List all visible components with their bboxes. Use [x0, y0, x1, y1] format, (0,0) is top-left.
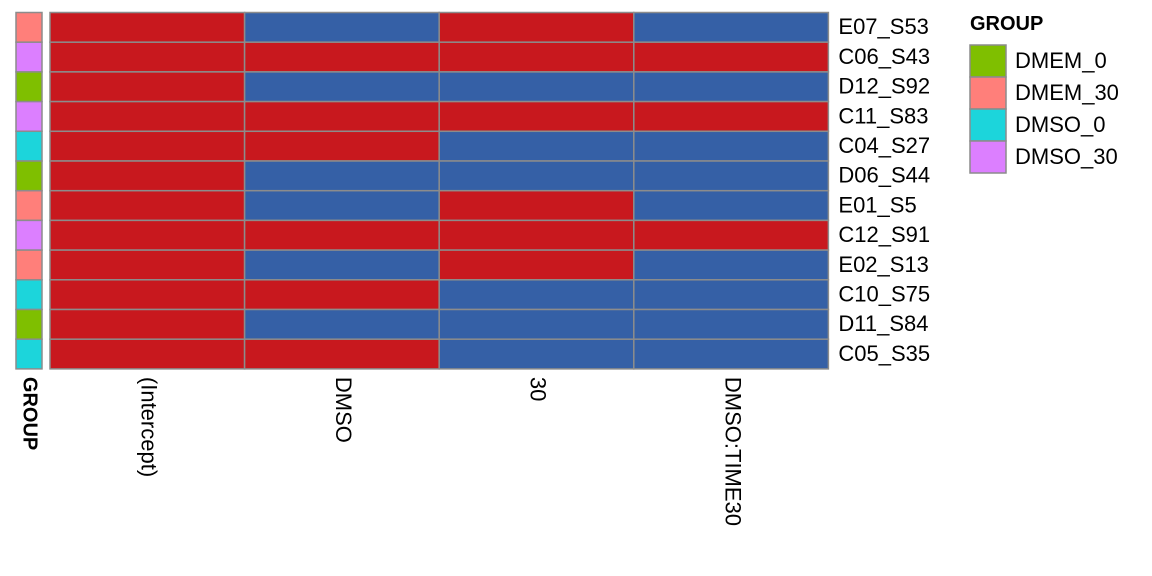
heatmap-cell [49, 71, 246, 103]
heatmap-cell [633, 279, 830, 311]
column-label: DMSO:TIME30 [720, 377, 745, 526]
column-label: (Intercept) [136, 377, 161, 477]
row-label: E01_S5 [838, 192, 916, 217]
heatmap-cell [633, 100, 830, 133]
heatmap-cell [633, 160, 830, 192]
row-label: E07_S53 [838, 14, 929, 39]
group-annotation-bar [15, 11, 43, 370]
heatmap-cell [633, 71, 830, 103]
heatmap-cell [243, 338, 440, 370]
heatmap-cell [243, 249, 440, 281]
heatmap-cell [633, 338, 830, 370]
group-annotation-cell [15, 249, 43, 281]
heatmap-cell [49, 308, 246, 340]
legend-title: GROUP [970, 13, 1043, 35]
heatmap-cell [49, 100, 246, 133]
heatmap-cell [243, 71, 440, 103]
legend-swatch [969, 76, 1007, 110]
group-annotation-cell [15, 160, 43, 192]
legend: GROUP DMEM_0 DMEM_30 DMSO_0 DMSO_30 [969, 13, 1119, 174]
heatmap-cell [633, 249, 830, 281]
heatmap-cell [438, 71, 635, 103]
heatmap-cell [633, 41, 830, 73]
group-annotation-cell [15, 11, 43, 43]
row-label: C12_S91 [838, 222, 930, 247]
group-annotation-cell [15, 41, 43, 73]
row-label: D11_S84 [838, 311, 928, 336]
heatmap-cell [243, 11, 440, 43]
heatmap-cell [243, 219, 440, 251]
column-label: DMSO [331, 377, 356, 443]
annotation-axis-label: GROUP [19, 377, 41, 450]
heatmap-cell [243, 160, 440, 192]
heatmap-cell [243, 308, 440, 340]
heatmap-cell [438, 11, 635, 43]
row-label: C05_S35 [838, 341, 930, 366]
heatmap-cell [633, 130, 830, 162]
heatmap-cell [243, 41, 440, 73]
legend-swatch [969, 108, 1007, 142]
row-label: E02_S13 [838, 252, 929, 277]
heatmap-cell [49, 41, 246, 73]
heatmap-cell [438, 249, 635, 281]
column-labels: (Intercept) DMSO 30 DMSO:TIME30 [136, 377, 745, 526]
heatmap-cell [633, 308, 830, 340]
group-annotation-cell [15, 71, 43, 103]
heatmap-cell [438, 279, 635, 311]
heatmap-cell [49, 249, 246, 281]
group-annotation-cell [15, 130, 43, 162]
heatmap-cell [438, 41, 635, 73]
row-labels: E07_S53 C06_S43 D12_S92 C11_S83 C04_S27 D06_S… [838, 14, 930, 366]
heatmap-cell [243, 279, 440, 311]
heatmap-cell [633, 11, 830, 43]
heatmap-cell [49, 279, 246, 311]
row-label: C04_S27 [838, 133, 930, 158]
heatmap-cell [633, 219, 830, 251]
heatmap-cell [243, 130, 440, 162]
group-annotation-cell [15, 219, 43, 251]
heatmap-cell [49, 11, 246, 43]
row-label: D06_S44 [838, 163, 930, 188]
heatmap-cell [438, 219, 635, 251]
group-annotation-cell [15, 279, 43, 311]
row-label: C06_S43 [838, 44, 930, 69]
heatmap-cells [49, 11, 830, 370]
heatmap-cell [243, 189, 440, 222]
heatmap-cell [633, 189, 830, 222]
legend-swatch [969, 140, 1007, 174]
group-annotation-cell [15, 338, 43, 370]
row-label: D12_S92 [838, 74, 930, 99]
legend-swatch [969, 44, 1007, 78]
legend-label: DMSO_30 [1015, 144, 1118, 169]
heatmap-cell [438, 189, 635, 222]
legend-label: DMSO_0 [1015, 112, 1105, 137]
heatmap-cell [49, 338, 246, 370]
heatmap-cell [49, 219, 246, 251]
row-label: C11_S83 [838, 103, 928, 128]
heatmap-cell [49, 160, 246, 192]
group-annotation-cell [15, 189, 43, 222]
heatmap-cell [438, 130, 635, 162]
legend-label: DMEM_0 [1015, 48, 1107, 73]
heatmap-cell [438, 100, 635, 133]
heatmap-cell [438, 338, 635, 370]
column-label: 30 [526, 377, 551, 401]
legend-label: DMEM_30 [1015, 80, 1119, 105]
heatmap-cell [438, 160, 635, 192]
group-annotation-cell [15, 100, 43, 133]
heatmap-cell [438, 308, 635, 340]
heatmap-cell [243, 100, 440, 133]
heatmap-cell [49, 130, 246, 162]
row-label: C10_S75 [838, 281, 930, 306]
heatmap-cell [49, 189, 246, 222]
group-annotation-cell [15, 308, 43, 340]
